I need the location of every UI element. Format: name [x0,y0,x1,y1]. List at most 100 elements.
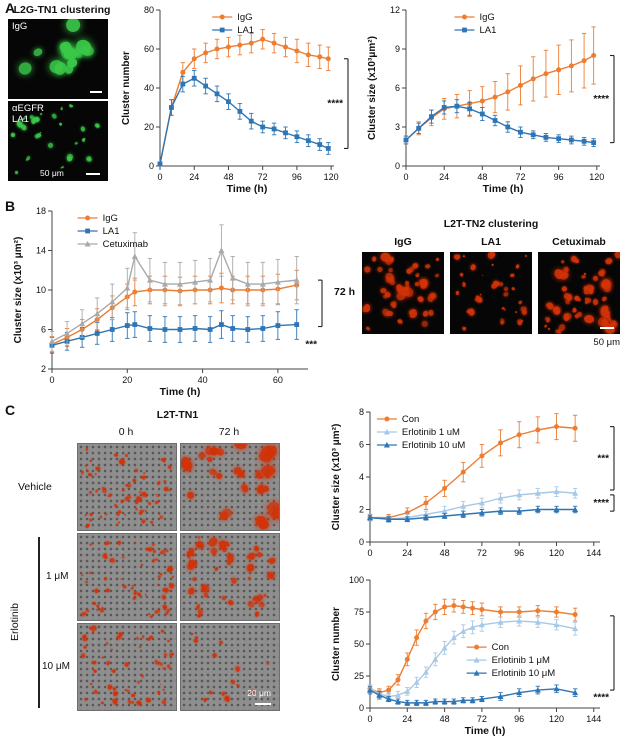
microscopy-image-c-erlotinib1-0h [77,533,177,621]
svg-text:144: 144 [586,714,601,724]
microscopy-image-b-la1 [450,252,532,334]
svg-text:40: 40 [198,375,208,385]
svg-text:72: 72 [477,714,487,724]
panelC-scale-label: 20 μm [247,688,271,698]
svg-text:0: 0 [359,703,364,713]
image-label-aegfr-la1: αEGFR LA1 [12,103,44,125]
svg-text:Con: Con [402,414,419,425]
svg-text:72: 72 [515,172,525,182]
microscopy-image-c-vehicle-0h [77,443,177,531]
svg-text:120: 120 [324,172,339,182]
svg-text:****: **** [593,692,609,703]
svg-text:48: 48 [440,714,450,724]
svg-text:Erlotinib 1 μM: Erlotinib 1 μM [492,655,550,666]
erlotinib-group-label: Erlotinib [9,603,21,641]
svg-text:96: 96 [292,172,302,182]
svg-text:120: 120 [589,172,604,182]
svg-text:96: 96 [514,714,524,724]
svg-text:24: 24 [402,548,412,558]
svg-text:0: 0 [367,714,372,724]
svg-text:40: 40 [144,83,154,93]
svg-text:72: 72 [258,172,268,182]
svg-text:Time (h): Time (h) [465,725,506,737]
panelB-scale-label: 50 μm [593,337,620,348]
panelB-col-label-cetuximab: Cetuximab [552,236,606,248]
panelC-row-10um: 10 μM [42,661,70,672]
svg-text:Cetuximab: Cetuximab [103,239,148,250]
svg-text:48: 48 [477,172,487,182]
svg-text:48: 48 [223,172,233,182]
svg-text:IgG: IgG [237,12,252,23]
svg-text:120: 120 [549,548,564,558]
svg-text:IgG: IgG [480,12,495,23]
svg-text:Erlotinib 1 uM: Erlotinib 1 uM [402,427,460,438]
svg-text:24: 24 [402,714,412,724]
svg-text:Con: Con [492,642,509,653]
scale-label: 50 μm [40,168,64,178]
svg-text:Cluster number: Cluster number [121,51,132,125]
panelB-col-label-la1: LA1 [481,236,501,248]
panelB-time-label: 72 h [334,286,356,298]
svg-text:LA1: LA1 [103,226,120,237]
svg-text:***: *** [305,339,317,350]
svg-text:96: 96 [554,172,564,182]
svg-text:2: 2 [41,364,46,374]
chart-a-cluster-number: 0 24 48 72 96 120 0 20 40 60 80 Time (h) Cluster num… [118,2,360,196]
svg-text:****: **** [593,94,609,105]
chart-a-cluster-size: 0 24 48 72 96 120 0 3 6 9 12 Time (h) Cluster size (… [364,2,626,196]
svg-text:0: 0 [149,161,154,171]
panelC-col-0h: 0 h [118,426,134,438]
svg-text:Time (h): Time (h) [483,183,524,195]
svg-text:2: 2 [359,505,364,515]
svg-text:Cluster number: Cluster number [331,607,342,681]
svg-text:60: 60 [144,44,154,54]
svg-text:24: 24 [189,172,199,182]
svg-text:6: 6 [359,440,364,450]
svg-text:20: 20 [122,375,132,385]
svg-text:6: 6 [395,83,400,93]
erlotinib-bracket-line [38,537,40,708]
image-label-line2: LA1 [12,114,29,125]
svg-text:14: 14 [36,246,46,256]
svg-text:18: 18 [36,206,46,216]
microscopy-image-c-erlotinib10-0h [77,623,177,711]
svg-text:Cluster size (x10³μm²): Cluster size (x10³μm²) [367,36,378,140]
scale-bar [600,327,614,329]
chart-c-cluster-size: 0 24 48 72 96 120 144 0 2 4 6 8 Cluster size (x10³ μ… [328,404,626,572]
scale-bar [86,173,100,175]
panelA-micro-title: L2G-TN1 clustering [13,4,111,16]
chart-b-cluster-size: 0 20 40 60 2 6 10 14 18 Time (h) Cluster size (x10… [10,203,334,399]
svg-text:0: 0 [359,537,364,547]
svg-text:LA1: LA1 [480,25,497,36]
svg-text:12: 12 [390,5,400,15]
svg-text:Cluster size (x10³ μm²): Cluster size (x10³ μm²) [13,237,24,344]
scale-bar [255,702,271,705]
svg-text:Erlotinib 10 uM: Erlotinib 10 uM [402,440,465,451]
microscopy-image-a-la1: αEGFR LA1 50 μm [8,101,108,181]
svg-text:48: 48 [440,548,450,558]
panel-a-label: A [5,0,16,16]
svg-text:100: 100 [349,575,364,585]
panelC-col-72h: 72 h [218,426,240,438]
svg-text:****: **** [593,498,609,509]
panel-c-label: C [5,402,16,418]
svg-text:8: 8 [359,407,364,417]
svg-text:0: 0 [367,548,372,558]
svg-text:0: 0 [157,172,162,182]
svg-text:10: 10 [36,285,46,295]
svg-text:75: 75 [354,607,364,617]
svg-text:6: 6 [41,325,46,335]
svg-text:Erlotinib 10 μM: Erlotinib 10 μM [492,668,556,679]
svg-text:0: 0 [49,375,54,385]
svg-text:0: 0 [403,172,408,182]
microscopy-image-b-cetuximab [538,252,620,334]
panelC-micro-title: L2T-TN1 [156,409,199,421]
svg-text:0: 0 [395,161,400,171]
svg-text:72: 72 [477,548,487,558]
microscopy-image-b-igg [362,252,444,334]
svg-text:20: 20 [144,122,154,132]
chart-c-cluster-number: 0 24 48 72 96 120 144 0 25 50 75 100 Time (h) Cluster… [328,572,626,738]
svg-text:80: 80 [144,5,154,15]
panel-b-label: B [5,198,16,214]
